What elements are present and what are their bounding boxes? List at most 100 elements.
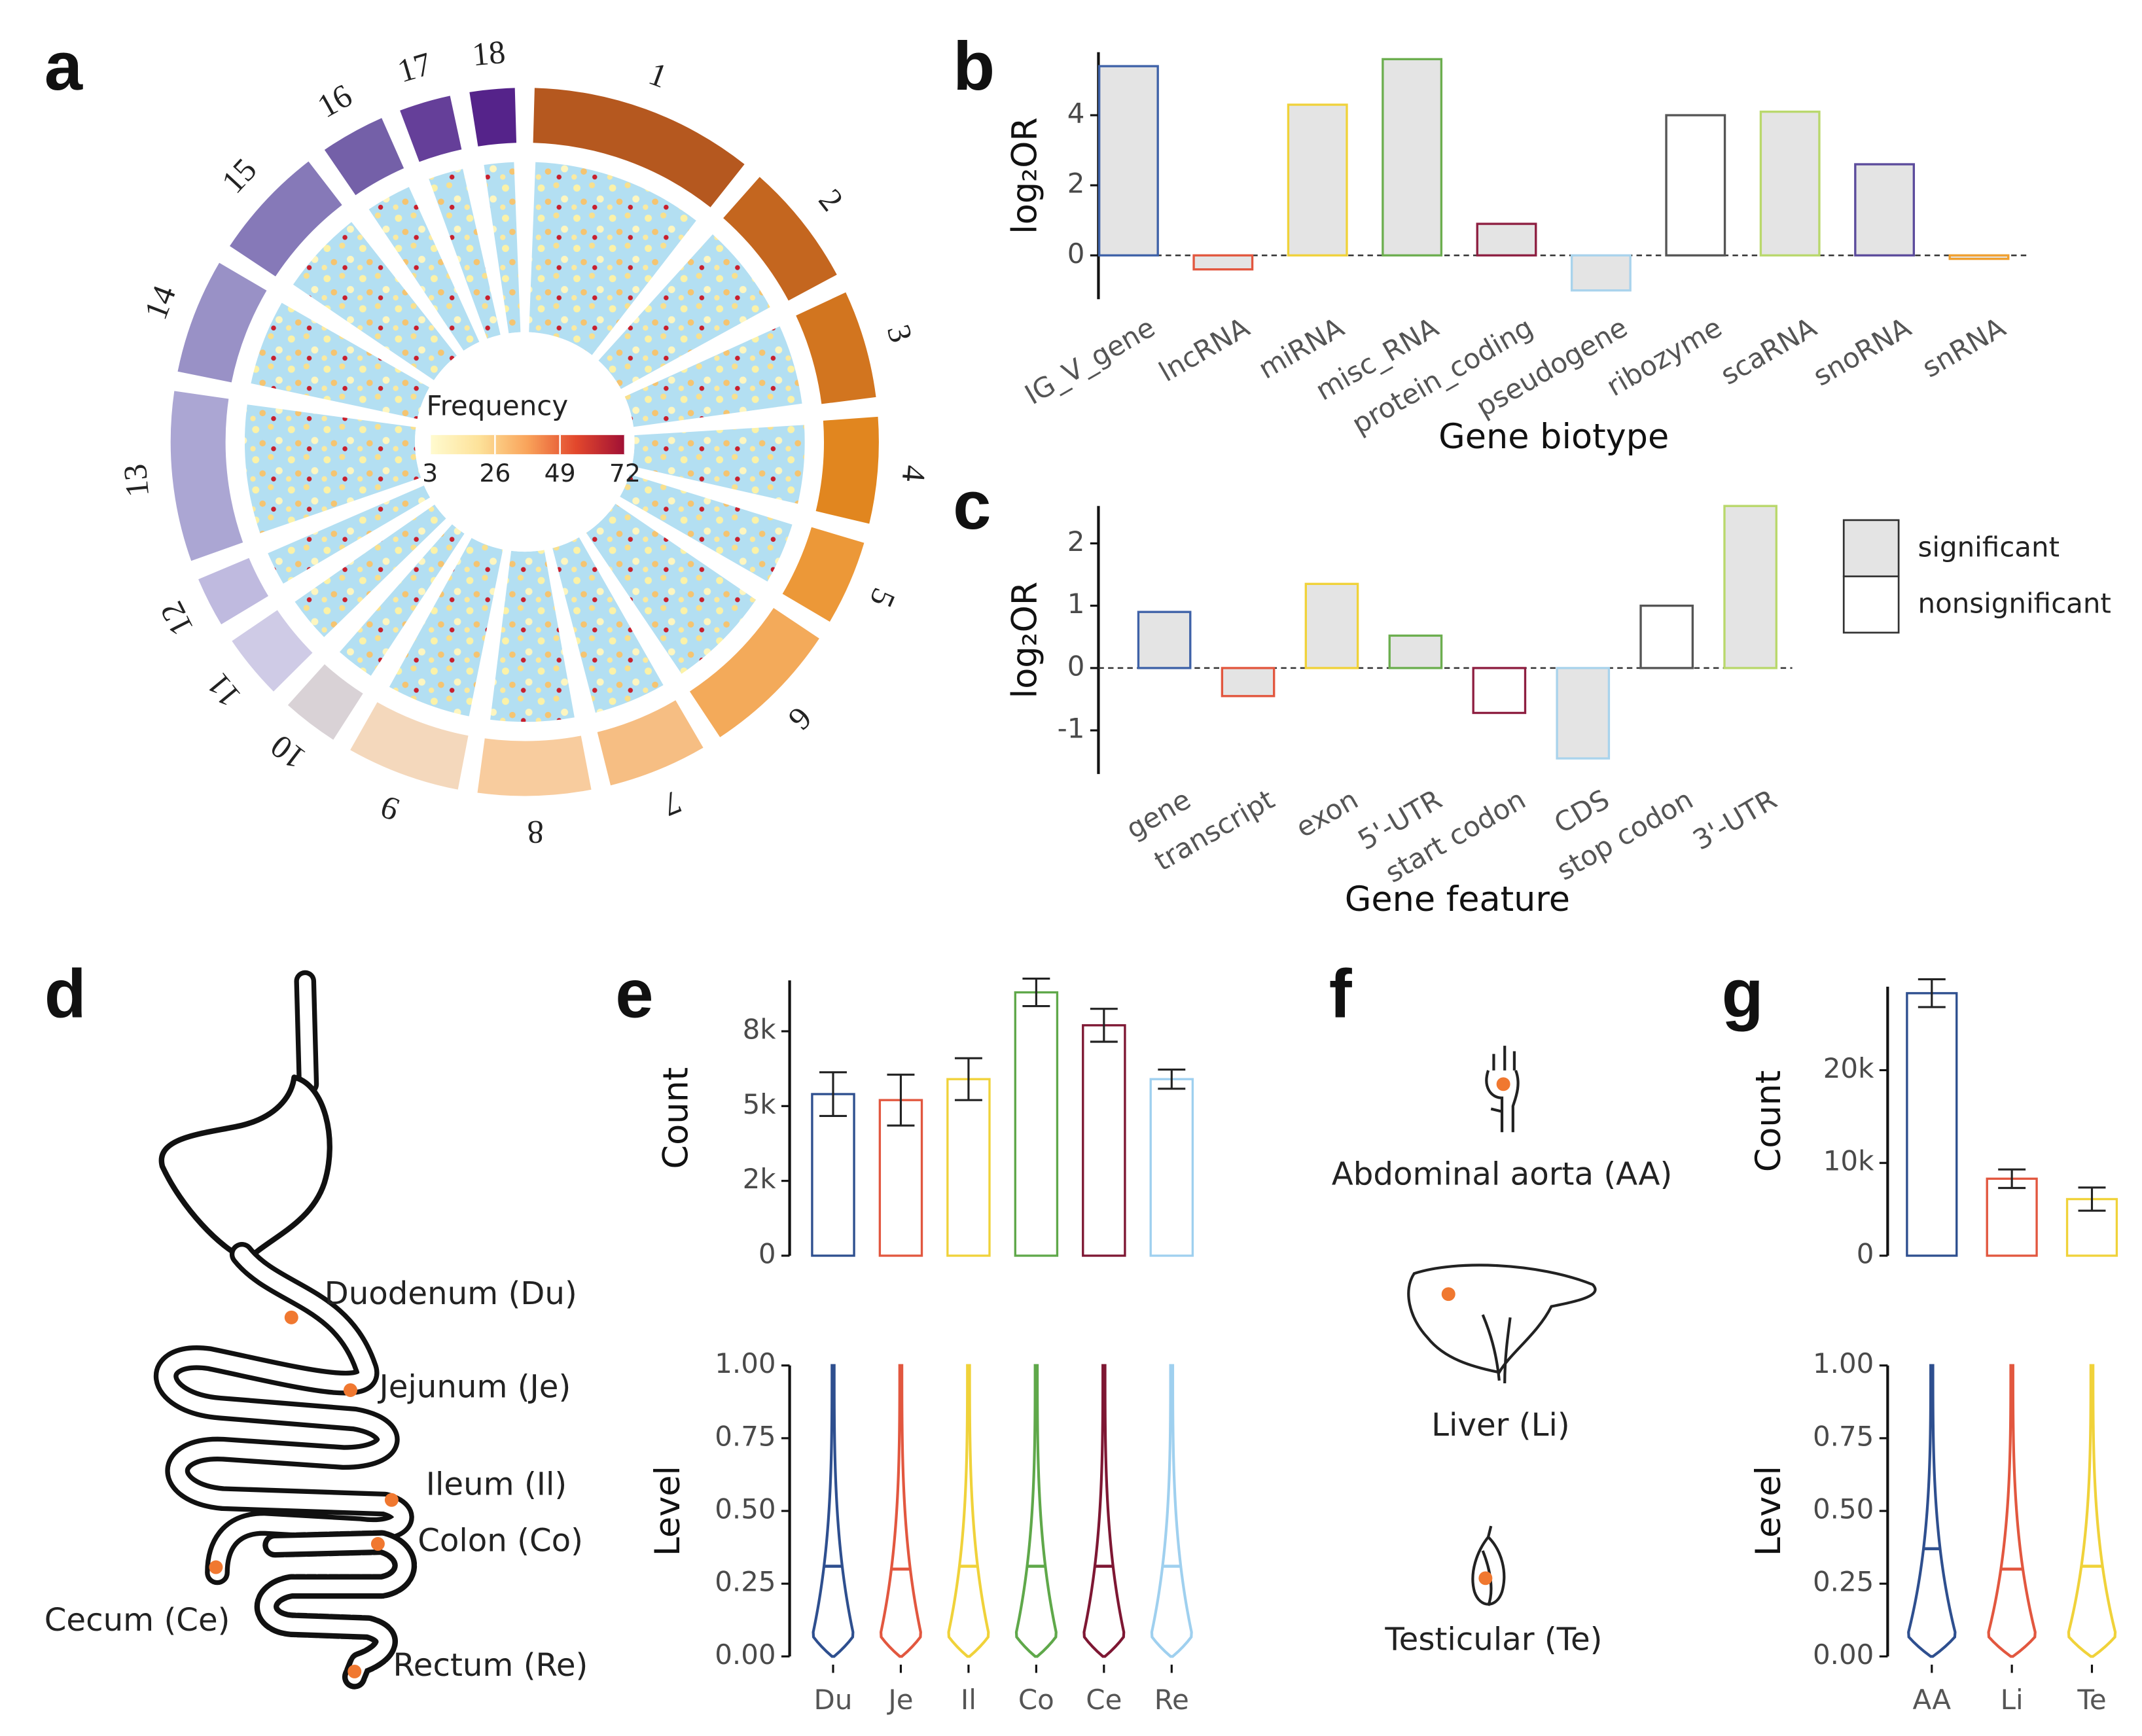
y-axis-label: Level bbox=[1749, 1466, 1789, 1556]
colorbar-tick-label: 3 bbox=[422, 459, 438, 487]
panel-label: e bbox=[615, 955, 653, 1032]
bar bbox=[1556, 667, 1611, 760]
chromosome-arc bbox=[400, 96, 462, 162]
legend-title: Frequency bbox=[427, 389, 569, 421]
x-axis-label: Gene feature bbox=[1345, 879, 1570, 919]
chromosome-label: 18 bbox=[471, 33, 507, 73]
x-tick-label: lncRNA bbox=[1153, 311, 1255, 388]
x-tick-label: Re bbox=[1154, 1684, 1189, 1716]
y-tick-label: 0.50 bbox=[1813, 1493, 1874, 1525]
chromosome-label: 14 bbox=[137, 281, 183, 325]
panel-label: f bbox=[1329, 955, 1353, 1032]
y-tick-label: 5k bbox=[743, 1088, 777, 1120]
chromosome-arc bbox=[796, 292, 876, 404]
x-tick-label: Du bbox=[814, 1684, 853, 1716]
bar bbox=[1986, 1177, 2038, 1257]
x-tick-label: Te bbox=[2077, 1684, 2106, 1716]
frequency-sector bbox=[484, 162, 521, 334]
violin-outline bbox=[1082, 1364, 1126, 1658]
y-axis-label: log₂OR bbox=[1005, 117, 1044, 234]
frequency-sector bbox=[490, 550, 575, 722]
bar bbox=[1082, 1024, 1126, 1257]
bar bbox=[946, 1078, 991, 1257]
panel-label: c bbox=[953, 467, 991, 544]
bar bbox=[1382, 58, 1443, 257]
bar bbox=[811, 1093, 855, 1257]
y-tick-label: 0.00 bbox=[1813, 1639, 1874, 1671]
bar bbox=[1221, 667, 1276, 698]
x-tick-label: scaRNA bbox=[1715, 311, 1822, 391]
chromosome-label: 15 bbox=[214, 151, 263, 200]
chromosome-arc bbox=[723, 177, 837, 301]
frequency-sector bbox=[368, 186, 480, 351]
frequency-sector bbox=[624, 326, 802, 427]
gut-label: Colon (Co) bbox=[418, 1522, 583, 1559]
y-tick-label: 0.50 bbox=[715, 1493, 776, 1525]
y-tick-label: 0 bbox=[759, 1237, 776, 1269]
y-tick-label: 2 bbox=[1067, 525, 1085, 558]
bar bbox=[1192, 254, 1254, 271]
x-tick-label: exon bbox=[1291, 783, 1364, 844]
violin-outline bbox=[2067, 1364, 2117, 1658]
y-tick-label: 0 bbox=[1857, 1237, 1874, 1269]
chromosome-arc bbox=[230, 161, 342, 277]
panel-label: a bbox=[45, 28, 83, 105]
bar bbox=[1476, 222, 1537, 257]
chromosome-arc bbox=[782, 527, 865, 622]
bar bbox=[1149, 1078, 1194, 1257]
bar bbox=[1723, 505, 1777, 669]
y-tick-label: -1 bbox=[1058, 713, 1085, 745]
legend-key bbox=[1842, 519, 1900, 578]
colorbar bbox=[430, 434, 625, 455]
y-tick-label: 0.75 bbox=[1813, 1420, 1874, 1452]
colorbar-tick-label: 49 bbox=[544, 459, 576, 487]
frequency-sector bbox=[293, 222, 457, 381]
gut-label: Duodenum (Du) bbox=[325, 1275, 577, 1312]
chromosome-label: 8 bbox=[527, 814, 544, 851]
bar bbox=[1472, 667, 1527, 715]
x-tick-label: snoRNA bbox=[1808, 311, 1916, 392]
y-tick-label: 0.00 bbox=[715, 1639, 776, 1671]
bar bbox=[1665, 114, 1726, 257]
y-tick-label: 8k bbox=[743, 1014, 777, 1046]
frequency-sector bbox=[529, 162, 696, 355]
chromosome-label: 4 bbox=[895, 464, 933, 484]
frequency-sector bbox=[429, 169, 501, 339]
colorbar-tick-label: 26 bbox=[479, 459, 510, 487]
chromosome-arc bbox=[198, 558, 268, 625]
bar bbox=[1948, 254, 2010, 260]
frequency-sector bbox=[295, 505, 446, 637]
x-tick-label: Il bbox=[961, 1684, 976, 1716]
frequency-sector bbox=[268, 486, 431, 584]
chromosome-label: 9 bbox=[376, 788, 404, 828]
y-tick-label: 0.25 bbox=[715, 1566, 776, 1598]
frequency-sector bbox=[552, 537, 664, 713]
gut-label: Jejunum (Je) bbox=[377, 1368, 571, 1405]
frequency-sector bbox=[244, 404, 421, 533]
y-tick-label: 10k bbox=[1823, 1145, 1874, 1177]
chromosome-arc bbox=[350, 702, 469, 790]
legend-label: nonsignificant bbox=[1918, 587, 2111, 619]
y-axis-label: Count bbox=[1749, 1071, 1789, 1173]
gut-label: Rectum (Re) bbox=[393, 1647, 588, 1684]
y-tick-label: 4 bbox=[1067, 97, 1085, 130]
frequency-sector bbox=[339, 524, 465, 676]
chromosome-arc bbox=[324, 118, 404, 196]
frequency-sector bbox=[251, 302, 430, 419]
x-tick-label: Li bbox=[2001, 1684, 2024, 1716]
y-tick-label: 2k bbox=[743, 1163, 777, 1195]
violin-outline bbox=[1150, 1364, 1193, 1658]
chromosome-arc bbox=[469, 88, 517, 147]
bar bbox=[1287, 103, 1348, 257]
bar bbox=[1098, 65, 1159, 257]
y-tick-label: 0.75 bbox=[715, 1420, 776, 1452]
y-tick-label: 1 bbox=[1067, 588, 1085, 620]
chromosome-arc bbox=[597, 700, 704, 786]
violin-outline bbox=[1014, 1364, 1058, 1658]
gut-label: Ileum (Il) bbox=[426, 1466, 567, 1502]
chromosome-label: 16 bbox=[312, 77, 358, 124]
y-axis-label: Count bbox=[656, 1067, 696, 1169]
chromosome-label: 13 bbox=[116, 463, 156, 499]
colorbar-tick-label: 72 bbox=[609, 459, 641, 487]
chromosome-label: 2 bbox=[812, 182, 851, 217]
